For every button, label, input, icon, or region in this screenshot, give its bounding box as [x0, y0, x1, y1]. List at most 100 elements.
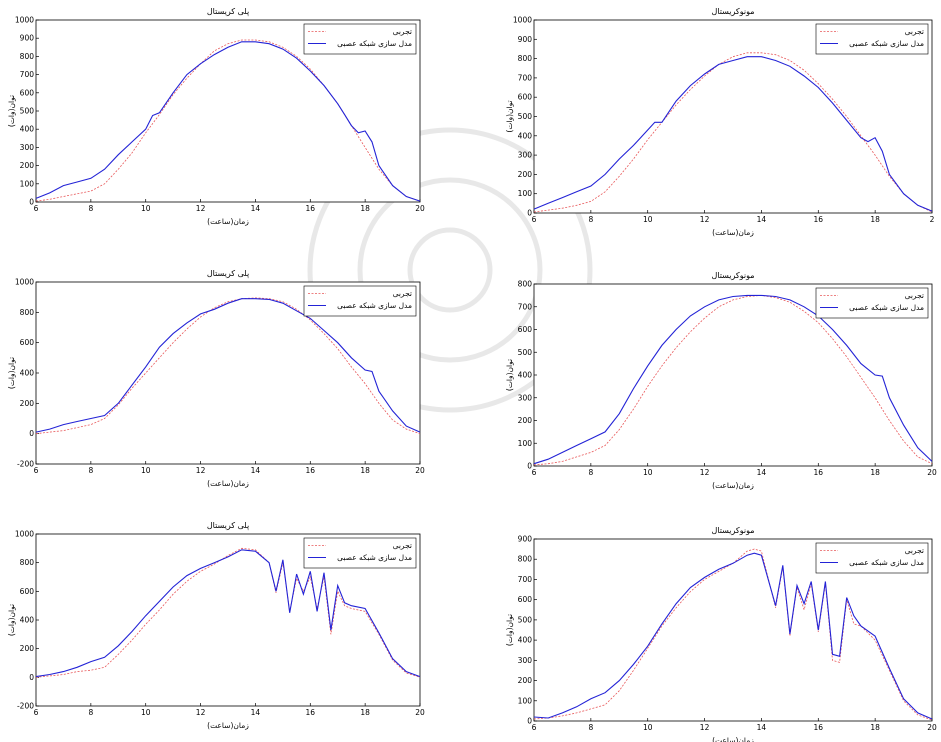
x-tick-label: 18	[360, 708, 370, 717]
x-tick-label: 6	[34, 466, 39, 475]
legend: تجربی مدل سازی شبکه عصبی	[303, 537, 417, 569]
x-tick-label: 18	[870, 468, 880, 477]
x-axis-label: زمان(ساعت)	[712, 481, 754, 490]
y-tick-label: 200	[20, 161, 35, 170]
series-neural-network	[533, 294, 933, 465]
y-tick-label: 100	[20, 179, 35, 188]
x-tick-label: 8	[588, 468, 593, 477]
legend: تجربی مدل سازی شبکه عصبی	[815, 23, 929, 55]
chart-3: پلی کریستال زمان(ساعت) توان(وات) 6 8 10 12 14 16…	[7, 269, 425, 488]
chart-4: مونوکریستال زمان(ساعت) توان(وات) 6 8 10 12 14 16…	[505, 271, 937, 490]
legend-box	[815, 23, 929, 55]
y-tick-label: 100	[518, 696, 533, 705]
y-tick-label: 500	[518, 112, 533, 121]
y-tick-label: 300	[518, 151, 533, 160]
x-tick-label: 14	[757, 468, 767, 477]
series-neural-network	[35, 41, 421, 202]
x-tick-label: 10	[141, 466, 151, 475]
y-tick-label: 1000	[15, 530, 34, 539]
y-tick-label: 500	[20, 107, 35, 116]
x-tick-label: 10	[141, 204, 151, 213]
series-experimental	[35, 39, 421, 202]
y-tick-label: 200	[20, 399, 35, 408]
y-axis-label: توان(وات)	[7, 604, 16, 636]
chart-title: مونوکریستال	[711, 526, 754, 535]
legend-entry: تجربی	[393, 289, 412, 298]
series-neural-network	[533, 552, 933, 720]
x-tick-label: 6	[34, 708, 39, 717]
x-tick-label: 6	[34, 204, 39, 213]
y-tick-label: 400	[20, 616, 35, 625]
x-tick-label: 20	[415, 708, 425, 717]
legend-entry: مدل سازی شبکه عصبی	[337, 553, 412, 562]
x-tick-label: 14	[251, 204, 261, 213]
x-tick-label: 14	[757, 723, 767, 732]
y-tick-label: 1000	[513, 16, 532, 25]
y-axis-label: توان(وات)	[505, 359, 514, 391]
series-neural-network	[35, 549, 421, 678]
y-tick-label: 600	[20, 338, 35, 347]
x-tick-label: 16	[306, 708, 316, 717]
x-axis-label: زمان(ساعت)	[207, 479, 249, 488]
x-axis-label: زمان(ساعت)	[712, 228, 754, 237]
x-tick-label: 12	[700, 215, 710, 224]
y-tick-label: 400	[518, 131, 533, 140]
y-tick-label: 900	[518, 535, 533, 544]
y-tick-label: 700	[518, 575, 533, 584]
series-experimental	[533, 548, 933, 721]
x-tick-label: 16	[306, 466, 316, 475]
y-tick-label: 600	[518, 595, 533, 604]
x-tick-label: 2	[930, 215, 935, 224]
x-tick-label: 18	[360, 466, 370, 475]
legend-entry: تجربی	[393, 27, 412, 36]
y-tick-label: 500	[518, 615, 533, 624]
y-axis-label: توان(وات)	[505, 614, 514, 646]
legend-box	[303, 537, 417, 569]
y-tick-label: 0	[527, 209, 532, 218]
legend-entry: مدل سازی شبکه عصبی	[337, 39, 412, 48]
legend-entry: مدل سازی شبکه عصبی	[337, 301, 412, 310]
y-tick-label: 100	[518, 439, 533, 448]
series-neural-network	[35, 298, 421, 433]
series-neural-network	[533, 56, 933, 212]
y-tick-label: 300	[20, 143, 35, 152]
legend-box	[303, 285, 417, 317]
x-tick-label: 14	[251, 466, 261, 475]
x-tick-label: 20	[415, 204, 425, 213]
series-experimental	[35, 297, 421, 435]
y-tick-label: 700	[20, 70, 35, 79]
chart-5: پلی کریستال زمان(ساعت) توان(وات) 6 8 10 12 14 16…	[7, 521, 425, 730]
x-tick-label: 12	[700, 723, 710, 732]
x-tick-label: 16	[306, 204, 316, 213]
y-tick-label: 600	[518, 325, 533, 334]
y-tick-label: 800	[518, 54, 533, 63]
legend: تجربی مدل سازی شبکه عصبی	[815, 542, 929, 574]
y-tick-label: 800	[518, 555, 533, 564]
chart-grid: پلی کریستال زمان(ساعت) توان(وات) 6 8 10 12 14 16…	[7, 7, 937, 742]
x-tick-label: 16	[814, 723, 824, 732]
chart-title: پلی کریستال	[207, 521, 249, 530]
x-tick-label: 6	[532, 723, 537, 732]
legend-entry: تجربی	[905, 291, 924, 300]
x-tick-label: 18	[870, 723, 880, 732]
legend-entry: تجربی	[905, 27, 924, 36]
y-tick-label: 700	[518, 302, 533, 311]
y-tick-label: 400	[20, 369, 35, 378]
legend: تجربی مدل سازی شبکه عصبی	[303, 23, 417, 55]
x-tick-label: 6	[532, 468, 537, 477]
y-tick-label: 600	[20, 587, 35, 596]
x-tick-label: 16	[814, 468, 824, 477]
chart-title: پلی کریستال	[207, 7, 249, 16]
x-tick-label: 8	[88, 466, 93, 475]
x-tick-label: 10	[141, 708, 151, 717]
series-experimental	[533, 294, 933, 466]
x-tick-label: 18	[870, 215, 880, 224]
legend-entry: تجربی	[393, 541, 412, 550]
x-tick-label: 8	[88, 708, 93, 717]
x-tick-label: 10	[643, 215, 653, 224]
y-tick-label: 0	[527, 462, 532, 471]
x-tick-label: 20	[415, 466, 425, 475]
y-axis-label: توان(وات)	[505, 100, 514, 132]
legend-entry: مدل سازی شبکه عصبی	[849, 303, 924, 312]
